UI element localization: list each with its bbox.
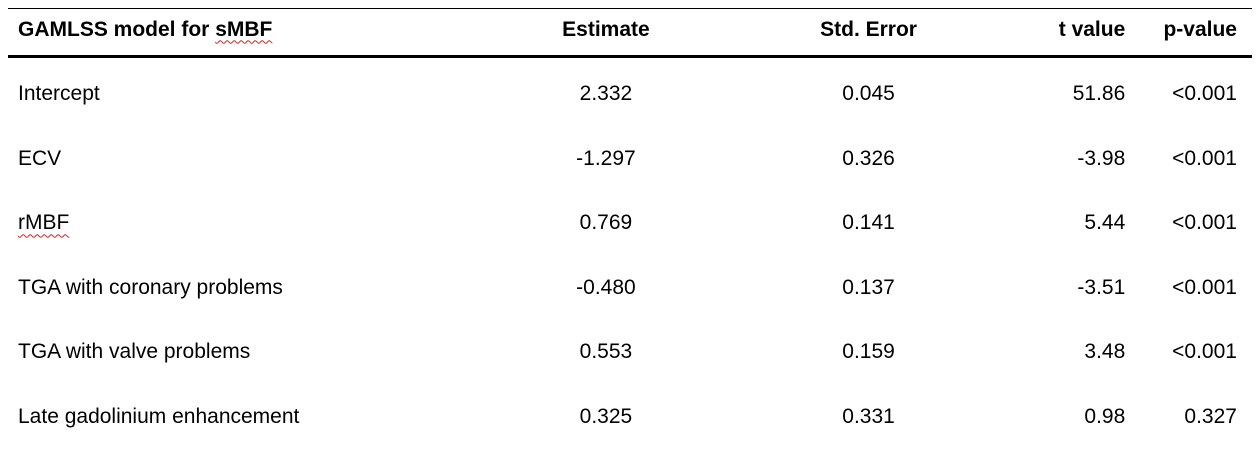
- row-t-value: -3.98: [1014, 147, 1126, 171]
- row-p-value: <0.001: [1125, 147, 1252, 171]
- header-p-value: p-value: [1125, 18, 1252, 42]
- row-std-error: 0.045: [724, 82, 1014, 106]
- row-std-error: 0.141: [724, 211, 1014, 235]
- table-row: rMBF 0.769 0.141 5.44 <0.001: [8, 191, 1252, 256]
- table-row: ECV -1.297 0.326 -3.98 <0.001: [8, 127, 1252, 192]
- row-t-value: 3.48: [1014, 340, 1126, 364]
- row-estimate: -0.480: [488, 276, 723, 300]
- row-label: Late gadolinium enhancement: [8, 405, 488, 429]
- row-label: ECV: [8, 147, 488, 171]
- row-label-text: rMBF: [18, 211, 69, 234]
- row-std-error: 0.326: [724, 147, 1014, 171]
- row-t-value: 51.86: [1014, 82, 1126, 106]
- header-std-error: Std. Error: [724, 18, 1014, 42]
- row-estimate: 0.553: [488, 340, 723, 364]
- row-estimate: 2.332: [488, 82, 723, 106]
- row-estimate: 0.769: [488, 211, 723, 235]
- row-std-error: 0.137: [724, 276, 1014, 300]
- row-p-value: <0.001: [1125, 82, 1252, 106]
- row-p-value: <0.001: [1125, 340, 1252, 364]
- table-header-row: GAMLSS model for sMBF Estimate Std. Erro…: [8, 9, 1252, 50]
- table-body: Intercept 2.332 0.045 51.86 <0.001 ECV -…: [8, 58, 1252, 449]
- table-row: TGA with valve problems 0.553 0.159 3.48…: [8, 320, 1252, 385]
- row-t-value: 5.44: [1014, 211, 1126, 235]
- row-estimate: -1.297: [488, 147, 723, 171]
- header-model-prefix: GAMLSS model for: [18, 18, 215, 41]
- header-model-term: sMBF: [215, 18, 272, 41]
- row-label: TGA with coronary problems: [8, 276, 488, 300]
- table-row: Late gadolinium enhancement 0.325 0.331 …: [8, 385, 1252, 449]
- row-label: rMBF: [8, 211, 488, 235]
- header-t-value: t value: [1014, 18, 1126, 42]
- table-row: Intercept 2.332 0.045 51.86 <0.001: [8, 62, 1252, 127]
- row-std-error: 0.331: [724, 405, 1014, 429]
- row-estimate: 0.325: [488, 405, 723, 429]
- row-t-value: 0.98: [1014, 405, 1126, 429]
- header-model: GAMLSS model for sMBF: [8, 18, 488, 42]
- row-label: TGA with valve problems: [8, 340, 488, 364]
- row-p-value: <0.001: [1125, 276, 1252, 300]
- header-estimate: Estimate: [488, 18, 723, 42]
- row-p-value: <0.001: [1125, 211, 1252, 235]
- regression-table: GAMLSS model for sMBF Estimate Std. Erro…: [8, 8, 1252, 449]
- table-row: TGA with coronary problems -0.480 0.137 …: [8, 256, 1252, 321]
- row-t-value: -3.51: [1014, 276, 1126, 300]
- row-std-error: 0.159: [724, 340, 1014, 364]
- row-label: Intercept: [8, 82, 488, 106]
- row-p-value: 0.327: [1125, 405, 1252, 429]
